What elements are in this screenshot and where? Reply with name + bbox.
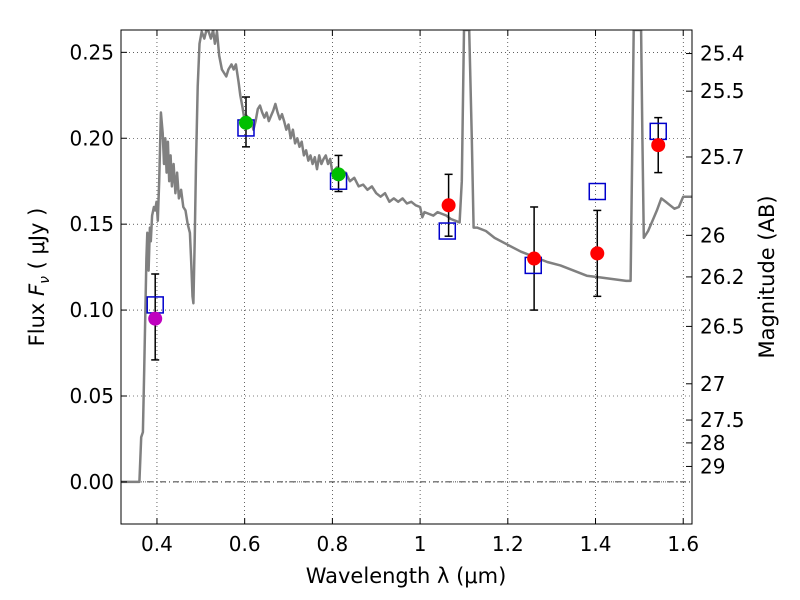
model-photometry-marker bbox=[438, 222, 457, 240]
y-tick-label: 0.20 bbox=[69, 126, 114, 150]
y2-tick-label: 27.5 bbox=[700, 408, 745, 432]
y2-tick-label: 28 bbox=[700, 431, 725, 455]
model-spectrum-line bbox=[121, 30, 692, 484]
x-tick-label: 1.4 bbox=[580, 532, 612, 556]
model-photometry-marker bbox=[588, 182, 607, 201]
y-tick-label: 0.15 bbox=[69, 212, 114, 236]
y2-tick-label: 27 bbox=[700, 372, 725, 396]
observed-photometry-marker bbox=[331, 167, 346, 182]
x-axis: 0.4 0.6 0.8 1 1.2 1.4 1.6 bbox=[141, 30, 699, 556]
y-axis-label-subscript: ν bbox=[37, 276, 53, 284]
observed-photometry-marker bbox=[527, 251, 542, 266]
x-tick-label: 0.6 bbox=[229, 532, 261, 556]
x-tick-label: 1.2 bbox=[492, 532, 524, 556]
plot-content bbox=[121, 30, 692, 484]
y2-tick-label: 25.4 bbox=[700, 42, 745, 66]
y2-tick-label: 29 bbox=[700, 454, 725, 478]
y-tick-label: 0.05 bbox=[69, 384, 114, 408]
y2-tick-label: 26 bbox=[700, 223, 725, 247]
y-tick-label: 0.25 bbox=[69, 40, 114, 64]
x-tick-label: 0.4 bbox=[141, 532, 173, 556]
y2-tick-label: 25.5 bbox=[700, 79, 745, 103]
y-axis-label-prefix: Flux bbox=[25, 296, 49, 346]
y2-tick-label: 25.7 bbox=[700, 145, 745, 169]
y-tick-label: 0.00 bbox=[69, 470, 114, 494]
observed-photometry-marker bbox=[148, 311, 163, 326]
observed-photometry-marker bbox=[590, 246, 605, 261]
observed-photometry-marker bbox=[238, 115, 253, 130]
x-axis-label: Wavelength λ (μm) bbox=[306, 564, 507, 588]
y-axis-label-symbol: F bbox=[25, 283, 49, 296]
x-tick-label: 0.8 bbox=[316, 532, 348, 556]
y-axis-label: Flux Fν ( μJy ) bbox=[25, 208, 53, 347]
y-tick-label: 0.10 bbox=[69, 298, 114, 322]
y2-tick-label: 26.2 bbox=[700, 265, 745, 289]
y2-axis-label: Magnitude (AB) bbox=[755, 195, 779, 358]
y2-tick-label: 26.5 bbox=[700, 314, 745, 338]
observed-photometry-marker bbox=[441, 198, 456, 213]
x-tick-label: 1 bbox=[414, 532, 427, 556]
observed-photometry-marker bbox=[651, 138, 666, 153]
x-tick-label: 1.6 bbox=[667, 532, 699, 556]
y-axis-label-suffix: ( μJy ) bbox=[25, 208, 49, 276]
y-axis: 0.00 0.05 0.10 0.15 0.20 0.25 bbox=[69, 40, 127, 494]
